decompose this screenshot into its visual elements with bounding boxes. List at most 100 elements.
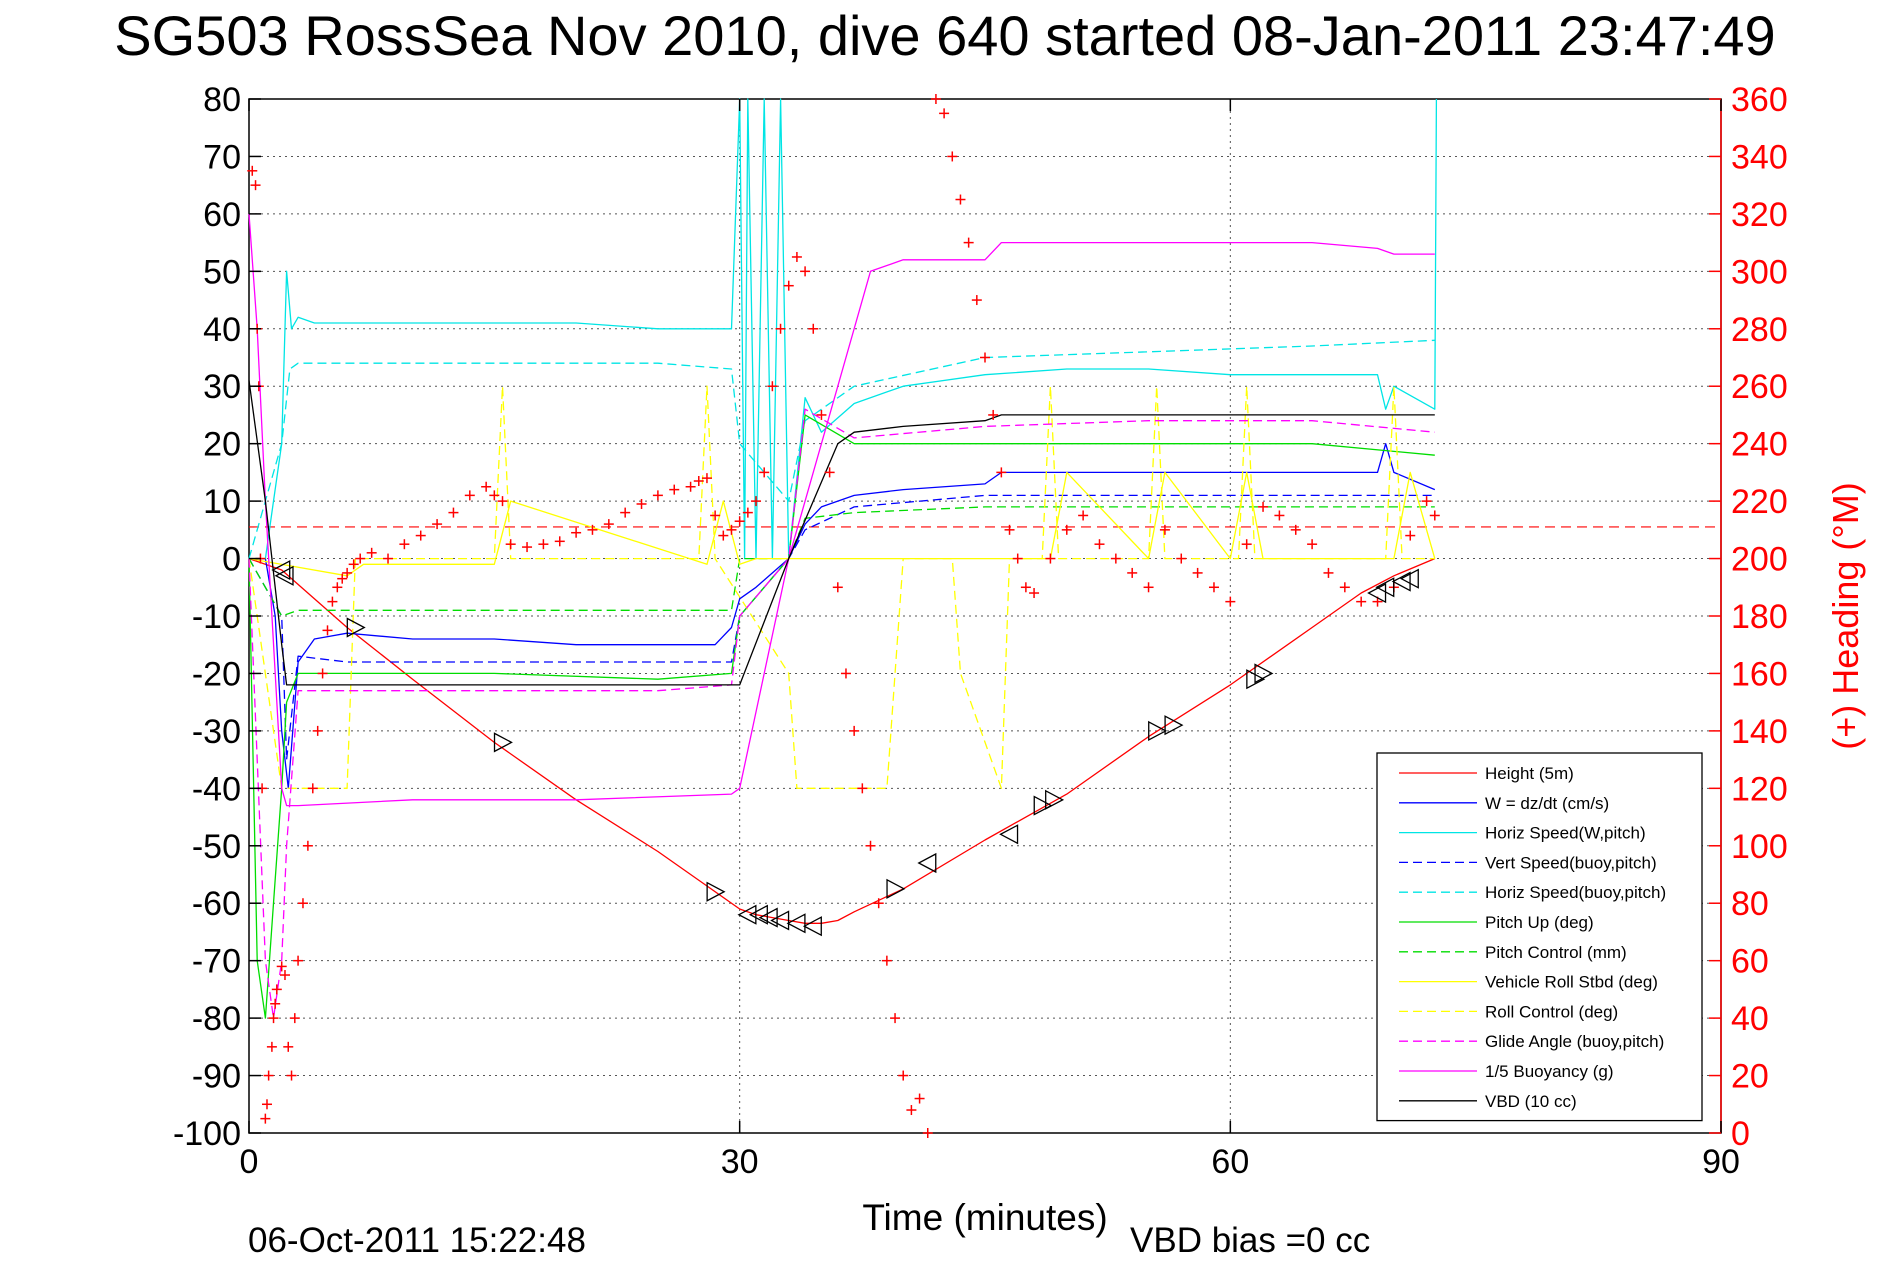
series-line-glide-angle-buoy-pitch	[248, 408, 1435, 1019]
heading-point	[322, 625, 333, 636]
heading-point	[1143, 582, 1154, 593]
heading-point	[930, 94, 941, 104]
series-line-horiz-speed-buoy-pitch	[248, 339, 1435, 559]
height-marker	[271, 559, 291, 581]
heading-point	[881, 955, 892, 966]
heading-point	[263, 1070, 274, 1081]
heading-point	[366, 547, 377, 558]
y-left-tick-label: -90	[192, 1058, 241, 1096]
y-left-tick-label: -20	[192, 655, 241, 693]
y-right-tick-label: 160	[1731, 655, 1788, 693]
heading-point	[1339, 582, 1350, 593]
heading-point	[873, 898, 884, 909]
legend: Height (5m) W = dz/dt (cm/s) Horiz Speed(W…	[1376, 752, 1703, 1122]
heading-point	[261, 1099, 272, 1110]
y-axis-left: 80 70 60 50 40 30 20 10 0 -10 -20 -30 -40 -50 -60 -70 -8…	[173, 81, 261, 1153]
heading-point	[293, 955, 304, 966]
y-left-tick-label: -70	[192, 943, 241, 981]
legend-label: Horiz Speed(buoy,pitch)	[1485, 883, 1666, 902]
heading-point	[980, 352, 990, 363]
y-left-tick-label: -30	[192, 713, 241, 751]
heading-point	[348, 559, 359, 570]
heading-point	[906, 1105, 917, 1116]
heading-point	[481, 481, 492, 492]
x-tick-label: 90	[1702, 1143, 1740, 1181]
y-left-tick-label: 0	[222, 541, 241, 579]
legend-label: Roll Control (deg)	[1485, 1002, 1618, 1021]
height-marker	[706, 881, 726, 902]
y-left-tick-label: 80	[203, 81, 241, 119]
heading-point	[734, 516, 745, 527]
series-line-1-5-buoyancy-g	[248, 213, 1435, 807]
y-right-tick-label: 100	[1731, 828, 1788, 866]
y-right-tick-label: 60	[1731, 943, 1769, 981]
heading-point	[297, 898, 308, 909]
height-marker	[1148, 720, 1168, 741]
heading-point	[832, 582, 843, 593]
heading-point	[399, 539, 410, 550]
y-left-tick-label: 70	[203, 138, 241, 176]
series-line-horiz-speed-w-pitch	[249, 98, 1438, 560]
heading-point	[1421, 496, 1432, 507]
heading-point	[1045, 553, 1056, 564]
legend-label: Vert Speed(buoy,pitch)	[1485, 853, 1657, 872]
heading-point	[947, 151, 958, 162]
heading-point	[247, 165, 258, 176]
heading-point	[432, 519, 443, 530]
heading-point	[742, 507, 753, 518]
heading-point	[808, 323, 819, 334]
heading-point	[1405, 530, 1416, 541]
heading-point	[342, 567, 353, 578]
heading-point	[317, 668, 328, 679]
y-right-tick-label: 20	[1731, 1058, 1769, 1096]
heading-point	[355, 553, 366, 564]
heading-point	[448, 507, 459, 518]
heading-point	[922, 1128, 933, 1138]
heading-point	[464, 490, 475, 501]
heading-point	[1078, 510, 1089, 521]
heading-point	[971, 295, 982, 306]
series-line-pitch-control-mm	[248, 506, 1435, 617]
heading-point	[939, 108, 950, 119]
y-right-tick-label: 120	[1731, 770, 1788, 808]
y-axis-right: 3603403203002802602402202001801601401201…	[1709, 81, 1788, 1153]
heading-point	[963, 237, 974, 248]
heading-point	[283, 1041, 294, 1052]
heading-point	[1323, 567, 1334, 578]
heading-point	[751, 496, 762, 507]
heading-point	[759, 467, 770, 478]
x-tick-label: 60	[1211, 1143, 1249, 1181]
series-line-pitch-up-deg	[248, 414, 1435, 1019]
heading-point	[1094, 539, 1105, 550]
legend-box	[1376, 752, 1703, 1122]
height-marker	[786, 913, 806, 934]
heading-point	[603, 519, 614, 530]
series-line-vbd-10-cc	[248, 380, 1435, 686]
heading-point	[710, 510, 721, 521]
heading-point	[775, 323, 786, 334]
heading-point	[726, 524, 737, 535]
heading-point	[791, 251, 802, 262]
footer-vbd-bias: VBD bias =0 cc	[1130, 1221, 1370, 1260]
y-right-tick-label: 300	[1731, 253, 1788, 291]
heading-point	[1127, 567, 1138, 578]
heading-point	[1429, 510, 1440, 521]
y-left-tick-label: 60	[203, 196, 241, 234]
legend-label: W = dz/dt (cm/s)	[1485, 794, 1609, 813]
heading-point	[538, 539, 549, 550]
height-marker	[1254, 663, 1274, 684]
heading-point	[289, 1013, 300, 1024]
heading-point	[636, 498, 647, 509]
heading-point	[497, 496, 508, 507]
heading-point	[279, 970, 290, 981]
y-left-tick-label: -100	[173, 1115, 241, 1153]
height-marker	[1375, 577, 1395, 598]
legend-label: Pitch Up (deg)	[1485, 913, 1594, 932]
heading-point	[1258, 501, 1269, 512]
heading-point	[554, 536, 565, 547]
y-left-tick-label: -80	[192, 1000, 241, 1038]
legend-label: Pitch Control (mm)	[1485, 943, 1627, 962]
heading-points	[247, 94, 1440, 1138]
heading-point	[276, 961, 287, 972]
legend-label: Vehicle Roll Stbd (deg)	[1485, 973, 1658, 992]
